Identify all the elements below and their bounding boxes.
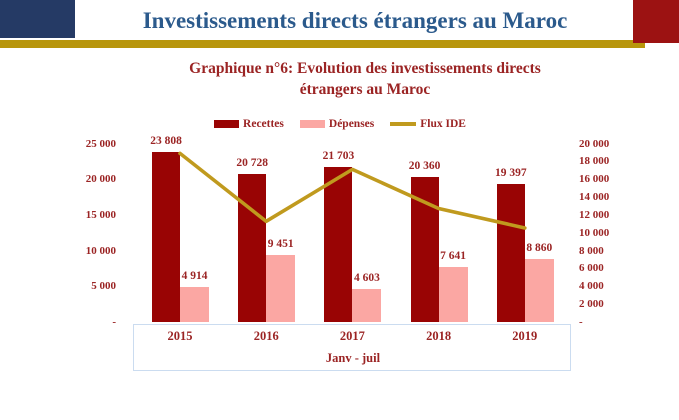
depenses-bar-2017 [352, 289, 382, 322]
depenses-label-2019: 8 860 [526, 241, 553, 254]
recettes-label-2019: 19 397 [494, 166, 527, 179]
depenses-bar-2018 [438, 267, 468, 322]
depenses-label-2017: 4 603 [353, 272, 380, 285]
right-axis-tick: - [579, 316, 583, 328]
recettes-bar-2017 [324, 167, 353, 322]
x-axis-label-2019: 2019 [512, 329, 538, 343]
legend-label-flux-ide: Flux IDE [420, 118, 466, 130]
recettes-label-2015: 23 808 [150, 135, 182, 147]
x-axis-label-2017: 2017 [339, 329, 365, 343]
chart-title: Graphique n°6: Evolution des investissem… [90, 58, 640, 100]
chart-legend: Recettes Dépenses Flux IDE [150, 115, 530, 133]
flux-ide-swatch [390, 122, 417, 126]
recettes-label-2017: 21 703 [322, 150, 355, 163]
left-axis-tick: 15 000 [85, 208, 116, 221]
recettes-bar-2015 [152, 152, 180, 322]
depenses-bar-2019 [524, 258, 554, 322]
recettes-label-2016: 20 728 [236, 157, 268, 169]
x-axis-label-2016: 2016 [253, 329, 279, 343]
legend-item-flux-ide: Flux IDE [390, 118, 466, 130]
page-title: Investissements directs étrangers au Mar… [142, 8, 568, 33]
legend-item-recettes: Recettes [214, 118, 284, 130]
right-axis-tick: 12 000 [579, 208, 610, 221]
left-axis-tick: 25 000 [85, 137, 116, 150]
left-axis-tick: 10 000 [85, 244, 116, 257]
legend-item-depenses: Dépenses [299, 118, 375, 130]
recettes-bar-2018 [410, 176, 439, 322]
depenses-label-2015: 4 914 [181, 269, 208, 282]
depenses-bar-2015 [180, 286, 209, 322]
right-axis-tick: 20 000 [579, 137, 610, 150]
right-axis-tick: 2 000 [579, 298, 604, 311]
right-axis-tick: 16 000 [579, 173, 610, 186]
x-axis-label-2018: 2018 [426, 329, 452, 343]
left-axis-tick: - [112, 316, 116, 328]
recettes-label-2018: 20 360 [408, 159, 441, 172]
depenses-swatch [299, 120, 325, 128]
x-axis-label-2015: 2015 [167, 329, 193, 343]
left-axis-tick: 5 000 [91, 280, 116, 293]
depenses-label-2018: 7 641 [440, 250, 467, 263]
header-navy-block [0, 0, 75, 38]
depenses-bar-2016 [266, 254, 296, 322]
header-red-block [633, 0, 679, 43]
x-axis-title: Janv - juil [325, 351, 381, 365]
right-axis-tick: 6 000 [579, 262, 604, 275]
x-axis-box [133, 324, 571, 371]
header-gold-rule [0, 40, 645, 48]
right-axis-tick: 10 000 [579, 226, 610, 239]
chart-title-line2: étrangers au Maroc [299, 81, 431, 98]
depenses-label-2016: 9 451 [267, 237, 294, 250]
legend-label-recettes: Recettes [243, 118, 284, 130]
right-axis-tick: 8 000 [579, 244, 604, 257]
right-axis-tick: 14 000 [579, 191, 610, 204]
left-axis-tick: 20 000 [85, 173, 116, 186]
right-axis-tick: 4 000 [579, 280, 604, 293]
right-axis-tick: 18 000 [579, 155, 610, 168]
legend-label-depenses: Dépenses [328, 118, 375, 130]
chart-title-line1: Graphique n°6: Evolution des investissem… [189, 60, 541, 77]
recettes-swatch [214, 120, 240, 128]
